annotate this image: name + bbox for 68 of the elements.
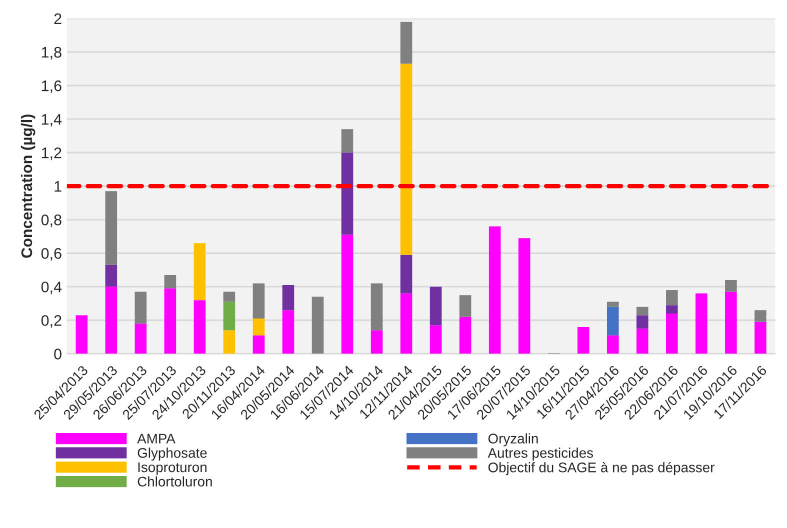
bar	[488, 226, 501, 354]
legend-label: AMPA	[137, 434, 176, 444]
y-tick-label: 1,8	[42, 46, 62, 60]
bar	[666, 305, 678, 314]
legend-label: Chlortoluron	[138, 476, 212, 487]
y-tick-label: 1,4	[42, 114, 62, 127]
bar	[252, 318, 265, 336]
bar	[370, 283, 383, 330]
legend-label: Autres pesticides	[488, 448, 594, 461]
y-axis-title: Concentration (µg/l)	[20, 114, 36, 258]
bar	[341, 234, 354, 354]
bar	[252, 283, 265, 319]
bar	[696, 293, 708, 354]
bar	[577, 326, 590, 354]
bar	[636, 328, 648, 354]
y-tick-label: 0,8	[41, 214, 62, 228]
bar	[341, 152, 354, 235]
bar	[223, 292, 236, 302]
bar	[370, 330, 383, 354]
bar	[606, 302, 619, 307]
bar	[754, 310, 766, 322]
bar	[400, 293, 412, 354]
bar	[312, 296, 324, 354]
bar	[459, 316, 472, 354]
bar	[606, 335, 619, 354]
bar	[76, 315, 88, 354]
y-tick-label: 2	[54, 13, 62, 24]
bar	[666, 290, 678, 306]
bar	[400, 22, 412, 64]
bar	[636, 306, 648, 316]
bar	[134, 292, 147, 324]
bar	[282, 285, 294, 310]
bar	[400, 64, 412, 255]
legend-label: Objectif du SAGE à ne pas dépasser	[488, 462, 714, 476]
bar	[105, 286, 118, 354]
bar	[400, 254, 412, 294]
bar	[430, 325, 442, 354]
bar	[164, 274, 176, 288]
y-tick-label: 0	[54, 348, 62, 360]
legend-label: Oryzalin	[488, 433, 538, 446]
bar	[754, 322, 766, 354]
y-tick-label: 0,2	[41, 315, 62, 328]
legend-label: Glyphosate	[138, 448, 207, 461]
bar	[666, 314, 678, 354]
bar	[105, 264, 118, 287]
y-tick-label: 1	[54, 181, 62, 192]
bar	[725, 292, 737, 354]
y-tick-label: 0,6	[41, 248, 62, 261]
y-tick-label: 0,4	[41, 282, 62, 294]
bar	[134, 324, 147, 354]
bar	[606, 306, 619, 336]
y-tick-label: 1,6	[42, 80, 62, 94]
bar	[430, 286, 442, 326]
bar	[725, 280, 737, 292]
bar	[194, 300, 206, 354]
bar	[636, 315, 648, 329]
bar	[252, 335, 265, 354]
bar	[518, 238, 530, 354]
y-tick-label: 1,2	[42, 147, 62, 160]
bar	[105, 191, 118, 265]
bar	[194, 243, 206, 300]
bar	[223, 330, 236, 354]
legend-label: Isoproturon	[138, 462, 206, 475]
bar	[223, 302, 236, 330]
bar	[341, 129, 354, 153]
bar	[282, 310, 294, 354]
bar	[164, 288, 176, 354]
bar	[459, 295, 472, 317]
